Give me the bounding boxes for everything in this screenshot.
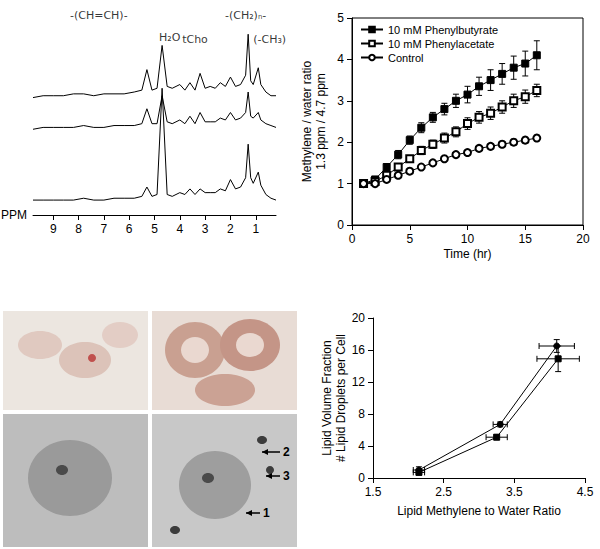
svg-text:5: 5 [151,222,158,236]
svg-text:5: 5 [406,232,413,246]
svg-text:3: 3 [283,469,290,483]
svg-text:4.5: 4.5 [577,485,594,499]
svg-text:2: 2 [283,445,290,459]
svg-text:PPM: PPM [1,208,27,222]
svg-text:1.3 ppm / 4.7 ppm: 1.3 ppm / 4.7 ppm [314,73,328,170]
svg-text:3: 3 [337,94,344,108]
svg-text:H₂O: H₂O [159,31,181,44]
svg-text:Methylene / water ratio: Methylene / water ratio [300,60,314,182]
svg-text:2.5: 2.5 [435,485,452,499]
svg-text:-(CH=CH)-: -(CH=CH)- [70,9,128,22]
svg-text:(-CH₃): (-CH₃) [253,33,286,46]
svg-text:2: 2 [227,222,234,236]
svg-text:1: 1 [252,222,259,236]
svg-text:2: 2 [337,135,344,149]
svg-text:-(CH₂)ₙ-: -(CH₂)ₙ- [225,9,266,22]
svg-text:1: 1 [263,506,270,520]
svg-text:8: 8 [75,222,82,236]
svg-text:5: 5 [337,11,344,25]
svg-text:12: 12 [352,375,366,389]
svg-text:15: 15 [519,232,533,246]
svg-text:# Lipid Droplets per Cell: # Lipid Droplets per Cell [334,334,348,462]
svg-text:1: 1 [337,177,344,191]
svg-text:0: 0 [337,218,344,232]
svg-text:0: 0 [358,471,365,485]
svg-text:tCho: tCho [182,33,208,46]
svg-text:4: 4 [358,439,365,453]
svg-text:3: 3 [202,222,209,236]
svg-text:8: 8 [358,407,365,421]
svg-text:Lipid Methylene to Water Ratio: Lipid Methylene to Water Ratio [397,504,561,518]
svg-text:1.5: 1.5 [365,485,382,499]
svg-text:10: 10 [461,232,475,246]
svg-text:4: 4 [337,52,344,66]
svg-text:6: 6 [126,222,133,236]
svg-text:Time (hr): Time (hr) [443,247,491,261]
svg-text:20: 20 [576,232,590,246]
svg-text:Control: Control [388,52,423,64]
svg-text:4: 4 [176,222,183,236]
svg-text:0: 0 [349,232,356,246]
svg-text:9: 9 [50,222,57,236]
svg-text:7: 7 [101,222,108,236]
svg-text:3.5: 3.5 [506,485,523,499]
svg-text:16: 16 [352,343,366,357]
svg-text:10 mM Phenylbutyrate: 10 mM Phenylbutyrate [388,24,498,36]
svg-text:20: 20 [352,311,366,325]
svg-text:Lipid Volume Fraction: Lipid Volume Fraction [320,340,334,455]
svg-text:10 mM Phenylacetate: 10 mM Phenylacetate [388,38,494,50]
